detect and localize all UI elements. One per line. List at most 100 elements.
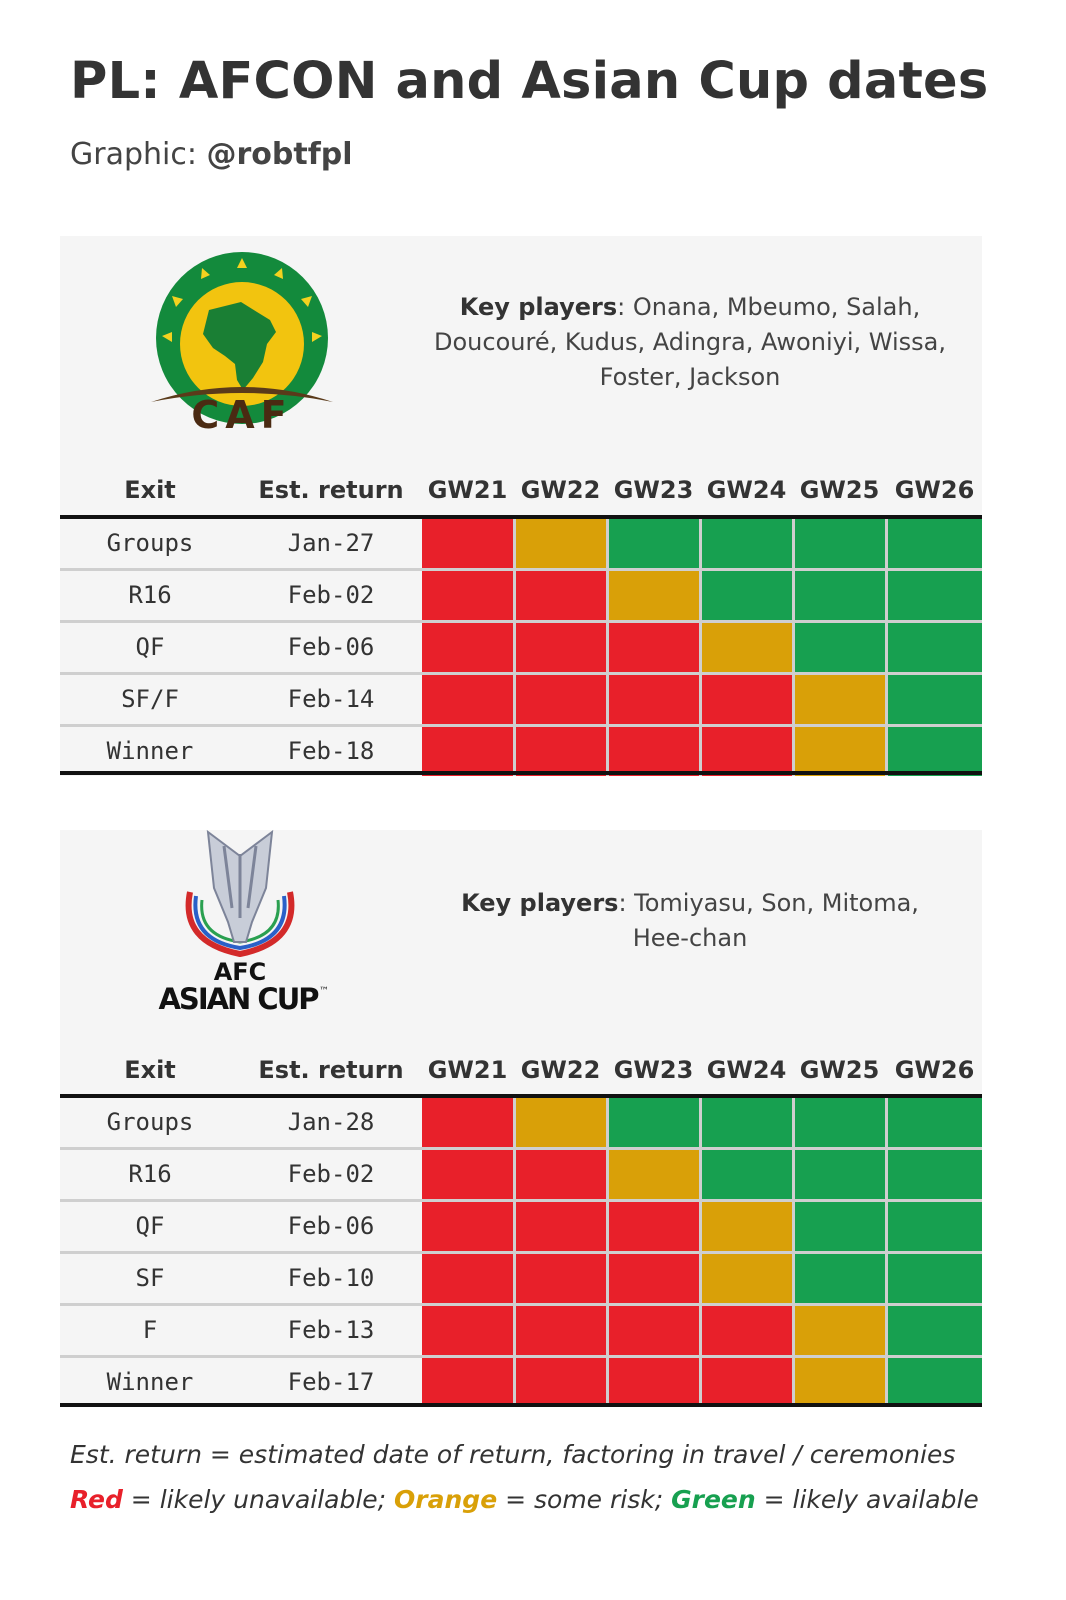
row-divider [60,1199,982,1202]
availability-cell-gw26 [887,1150,982,1199]
exit-stage: SF [135,1264,165,1292]
column-divider [606,1358,609,1407]
availability-cell-gw24 [701,1150,792,1199]
caf-logo-swoosh [151,387,333,402]
exit-stage: Groups [106,529,194,557]
est-return-date: Feb-02 [287,581,375,609]
availability-cell-gw22 [515,623,606,672]
row-label-background [60,727,422,776]
column-divider [792,1202,795,1251]
availability-cell-gw22 [515,1358,606,1407]
availability-cell-gw24 [701,1254,792,1303]
afcon-header-return: Est. return [258,476,404,504]
availability-cell-gw22 [515,571,606,620]
asian-cup-logo-text: ASIAN CUP [158,982,319,1016]
column-divider [513,675,516,724]
column-divider [885,1358,888,1407]
availability-cell-gw21 [422,1358,513,1407]
availability-cell-gw23 [608,1202,699,1251]
column-divider [885,519,888,568]
availability-cell-gw22 [515,1098,606,1147]
caf-logo-triangles [162,258,322,342]
row-label-background [60,519,422,568]
column-divider [792,727,795,776]
asian-cup-key-label: Key players [461,889,619,917]
afc-asian-cup-logo: AFC ASIAN CUP ™ [158,829,329,1016]
legend-green-word: Green [671,1485,756,1514]
availability-cell-gw24 [701,571,792,620]
column-divider [792,1150,795,1199]
column-divider [792,1306,795,1355]
column-divider [513,1202,516,1251]
column-divider [606,571,609,620]
column-divider [606,1202,609,1251]
legend-orange-text: = some risk; [497,1485,672,1514]
asian-cup-table-row: SF Feb-10 [60,1254,982,1306]
availability-cell-gw24 [701,1358,792,1407]
availability-cell-gw23 [608,1358,699,1407]
column-divider [699,1358,702,1407]
legend-green-text: = likely available [755,1485,979,1514]
est-return-date: Feb-02 [287,1160,375,1188]
afcon-header-gw24: GW24 [706,476,787,504]
asian-cup-table-row: Groups Jan-28 [60,1098,982,1150]
row-divider [60,620,982,623]
column-divider [792,571,795,620]
column-divider [699,1254,702,1303]
exit-stage: R16 [128,1160,172,1188]
footnote-definition: Est. return = estimated date of return, … [70,1440,956,1469]
availability-cell-gw26 [887,1306,982,1355]
availability-cell-gw24 [701,727,792,776]
exit-stage: SF/F [121,685,179,713]
caf-logo-text: CAF [191,393,292,432]
row-label-background [60,1358,422,1407]
column-divider [885,1202,888,1251]
column-divider [699,1202,702,1251]
column-divider [513,1358,516,1407]
availability-cell-gw22 [515,1202,606,1251]
asian-cup-table-row: QF Feb-06 [60,1202,982,1254]
asian-cup-header-gw22: GW22 [520,1056,601,1084]
column-divider [699,1150,702,1199]
column-divider [606,1098,609,1147]
availability-cell-gw23 [608,1098,699,1147]
asian-cup-tm: ™ [319,986,329,997]
exit-stage: QF [135,633,165,661]
row-label-background [60,1150,422,1199]
availability-cell-gw24 [701,1098,792,1147]
column-divider [792,1358,795,1407]
asian-cup-table-row: F Feb-13 [60,1306,982,1358]
availability-cell-gw25 [794,1202,885,1251]
availability-cell-gw25 [794,1098,885,1147]
row-divider [60,672,982,675]
availability-cell-gw21 [422,675,513,724]
row-divider [60,568,982,571]
column-divider [513,1254,516,1303]
trophy-fins [222,845,258,918]
legend-orange-word: Orange [394,1485,498,1514]
column-divider [513,519,516,568]
asian-cup-header-gw26: GW26 [894,1056,975,1084]
column-divider [606,1306,609,1355]
row-label-background [60,1254,422,1303]
availability-cell-gw25 [794,571,885,620]
row-divider [60,1251,982,1254]
column-divider [792,519,795,568]
availability-cell-gw25 [794,727,885,776]
row-divider [60,1303,982,1306]
credit-line: Graphic: @robtfpl [70,137,353,172]
credit-prefix: Graphic: [70,137,207,172]
column-divider [885,571,888,620]
availability-cell-gw23 [608,1306,699,1355]
row-label-background [60,1098,422,1147]
column-divider [699,519,702,568]
availability-cell-gw22 [515,1306,606,1355]
est-return-date: Feb-06 [287,633,375,661]
exit-stage: F [142,1316,158,1344]
column-divider [606,1150,609,1199]
column-divider [513,571,516,620]
afcon-header-gw22: GW22 [520,476,601,504]
asian-cup-header-return: Est. return [258,1056,404,1084]
availability-cell-gw26 [887,1098,982,1147]
availability-cell-gw26 [887,1254,982,1303]
